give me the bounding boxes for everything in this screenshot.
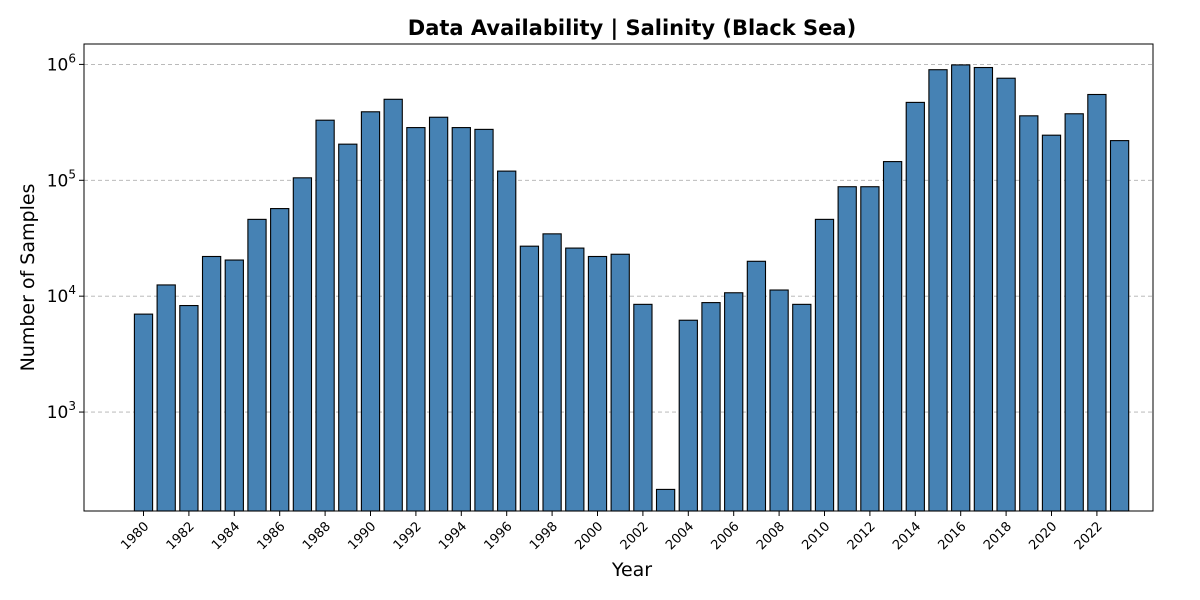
bar-2000 <box>587 255 608 512</box>
bar-1998 <box>542 233 562 512</box>
x-tick-label: 1996 <box>482 519 516 553</box>
bar-2020 <box>1041 134 1062 512</box>
x-tick-label: 2016 <box>936 519 970 553</box>
y-tick-base: 10 <box>47 171 69 191</box>
y-tick-label: 103 <box>47 399 76 423</box>
y-tick-base: 10 <box>47 403 69 423</box>
bar-2002 <box>633 303 653 512</box>
bar-2014 <box>905 101 925 512</box>
bar-1994 <box>451 127 471 512</box>
bar-2017 <box>973 66 994 512</box>
bar-2004 <box>678 319 698 512</box>
bar-2008 <box>769 289 789 512</box>
x-axis-label: Year <box>611 559 652 581</box>
y-tick-label: 106 <box>47 51 76 75</box>
x-tick-label: 1998 <box>527 519 561 553</box>
y-tick-label: 104 <box>47 283 76 307</box>
y-tick-exponent: 4 <box>68 283 76 297</box>
bar-1983 <box>201 255 222 512</box>
x-tick-label: 1980 <box>118 519 152 553</box>
x-tick-label: 1990 <box>345 519 379 553</box>
bar-1995 <box>474 128 494 512</box>
x-tick-label: 1982 <box>164 519 198 553</box>
bar-2009 <box>792 303 812 512</box>
y-tick-exponent: 3 <box>68 399 76 413</box>
y-tick-base: 10 <box>47 55 69 75</box>
bar-2011 <box>837 186 857 512</box>
x-tick-label: 2008 <box>754 519 788 553</box>
bar-1997 <box>519 245 540 512</box>
bar-2006 <box>724 292 744 512</box>
bar-2019 <box>1019 115 1039 512</box>
bar-1991 <box>383 98 403 512</box>
y-tick-base: 10 <box>47 287 69 307</box>
x-tick-label: 1992 <box>391 519 425 553</box>
bar-2005 <box>701 302 721 512</box>
bar-2012 <box>860 186 880 512</box>
bar-2003 <box>655 488 676 512</box>
bar-1988 <box>315 119 335 512</box>
bar-2021 <box>1064 113 1084 512</box>
bar-1982 <box>179 304 199 512</box>
bar-1993 <box>428 116 449 512</box>
bar-1986 <box>270 208 290 512</box>
plot-frame <box>83 43 1154 512</box>
bar-1996 <box>497 170 517 512</box>
x-tick-label: 2012 <box>845 519 879 553</box>
bar-2015 <box>928 69 948 512</box>
bar-2022 <box>1087 93 1107 512</box>
bars <box>133 64 1130 512</box>
bar-2001 <box>610 253 630 512</box>
x-tick-label: 1986 <box>255 519 289 553</box>
bar-1987 <box>292 177 313 512</box>
x-tick-label: 2002 <box>618 519 652 553</box>
bar-1981 <box>156 284 176 512</box>
bar-1984 <box>224 259 244 512</box>
bar-1980 <box>133 313 154 512</box>
bar-1990 <box>360 111 381 512</box>
x-tick-label: 2022 <box>1072 519 1106 553</box>
x-axis-ticks: 1980 1982 1984 1986 1988 1990 1992 1994 1996 1998… <box>118 511 1106 553</box>
chart-title: Data Availability | Salinity (Black Sea) <box>408 16 856 41</box>
bar-2018 <box>996 77 1016 512</box>
x-tick-label: 2000 <box>572 519 606 553</box>
bar-2023 <box>1109 140 1130 512</box>
x-tick-label: 2020 <box>1026 519 1060 553</box>
y-tick-exponent: 5 <box>68 167 76 181</box>
bar-1992 <box>406 127 426 512</box>
x-tick-label: 1984 <box>209 519 243 553</box>
x-tick-label: 2014 <box>890 519 924 553</box>
bar-2013 <box>882 161 903 512</box>
x-tick-label: 2018 <box>981 519 1015 553</box>
x-tick-label: 2006 <box>709 519 743 553</box>
y-tick-label: 105 <box>47 167 76 191</box>
x-tick-label: 1988 <box>300 519 334 553</box>
x-tick-label: 2004 <box>663 519 697 553</box>
bar-2010 <box>814 218 835 512</box>
x-tick-label: 2010 <box>799 519 833 553</box>
bar-1985 <box>247 218 267 512</box>
y-tick-exponent: 6 <box>68 51 76 65</box>
bar-1999 <box>565 247 585 512</box>
bar-1989 <box>338 143 358 512</box>
bar-2016 <box>951 64 971 512</box>
y-axis-label: Number of Samples <box>17 184 39 372</box>
bar-2007 <box>746 260 767 512</box>
x-tick-label: 1994 <box>436 519 470 553</box>
